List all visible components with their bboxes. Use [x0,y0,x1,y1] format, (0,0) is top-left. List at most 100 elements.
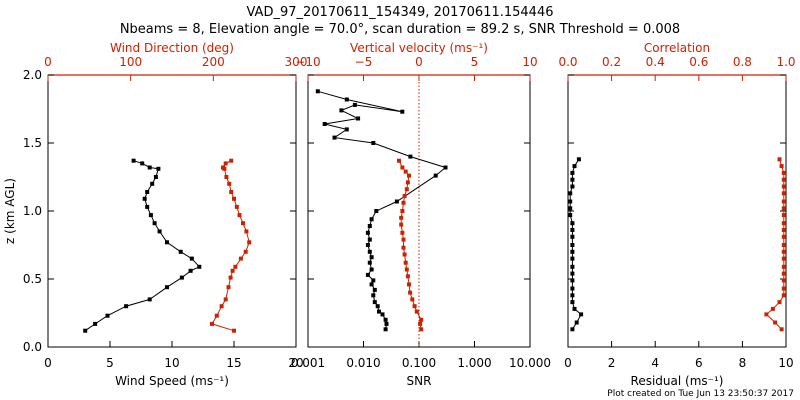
data-point [402,194,407,198]
data-point [773,320,778,325]
data-point [402,252,407,257]
y-tick-label: 0.5 [23,272,42,286]
x-tick-label: 20 [288,356,303,370]
plot-frame [567,74,787,348]
data-point [570,249,575,254]
data-point [781,278,786,283]
data-point [148,213,153,218]
data-point [241,221,245,226]
top-tick-label: 200 [202,55,225,69]
data-point [145,190,150,194]
data-point [781,177,786,182]
data-point [781,243,786,247]
data-point [371,293,376,298]
data-point [579,312,584,317]
data-point [781,286,786,291]
data-point [770,306,775,311]
data-point [781,206,786,211]
y-tick-label: 1.5 [23,136,42,150]
data-point [197,264,202,269]
series-line [317,90,447,330]
data-point [372,300,377,305]
data-point [233,264,238,269]
data-point [344,127,349,132]
data-point [339,108,344,113]
data-point [400,209,405,213]
data-point [399,222,404,227]
data-point [374,209,379,213]
plot-frame [47,74,297,348]
data-point [408,290,413,295]
data-point [401,237,406,242]
data-point [219,304,224,309]
data-point [367,224,372,228]
data-point [230,268,235,273]
data-point [568,199,573,204]
y-tick-label: 2.0 [23,68,42,82]
data-point [570,278,575,283]
data-point [781,199,786,204]
data-point [570,256,575,261]
data-point [229,158,234,163]
data-point [165,285,169,290]
data-point [367,237,372,242]
data-point [228,275,233,280]
data-point [369,217,374,222]
data-point [781,213,786,218]
data-point [142,196,147,201]
x-tick-label: 10.000 [509,356,551,370]
data-point [237,213,242,218]
x-tick-label: 0 [564,356,572,370]
data-point [574,320,579,325]
data-point [227,181,232,186]
data-point [238,256,243,261]
data-point [247,240,252,245]
top-tick-label: 0.4 [646,55,665,69]
data-point [570,264,575,269]
data-point [210,321,214,326]
data-point [414,309,419,314]
data-point [147,297,152,302]
top-axis-label: Vertical velocity (ms⁻¹) [350,41,488,55]
top-axis-label: Correlation [644,41,710,55]
top-tick-label: 0.2 [602,55,621,69]
data-point [322,122,327,126]
data-point [224,175,229,179]
panel-3: 0 2 4 6 8 10 Residual (ms⁻¹) 0.0 0.2 0.4 0.6 0.8 1.0… [558,41,795,388]
data-point [93,321,98,326]
top-tick-label: 10 [522,55,537,69]
data-point [369,267,374,272]
data-point [383,327,388,332]
data-point [570,327,575,332]
data-point [576,157,581,162]
data-point [568,213,573,218]
data-point [401,245,406,250]
x-tick-label: 10 [164,356,179,370]
data-point [781,256,786,261]
data-point [777,157,782,162]
data-point [157,229,162,234]
data-point [781,293,786,298]
x-tick-label: 0.010 [346,356,380,370]
data-point [332,135,337,140]
top-tick-label: 1.0 [776,55,795,69]
top-tick-label: 100 [119,55,142,69]
data-point [781,271,786,276]
figure-title: VAD_97_20170611_154349, 20170611.154446 [247,5,554,20]
top-tick-label: 0.6 [689,55,708,69]
data-point [131,158,136,163]
data-point [405,180,410,185]
data-point [371,278,376,283]
data-point [400,230,405,235]
y-tick-label: 0.0 [23,340,42,354]
data-point [226,285,231,290]
data-point [383,317,388,322]
data-point [178,249,183,254]
data-point [152,221,157,226]
data-point [779,164,784,169]
data-point [124,304,129,309]
x-tick-label: 6 [695,356,703,370]
top-tick-label: 5 [471,55,479,69]
